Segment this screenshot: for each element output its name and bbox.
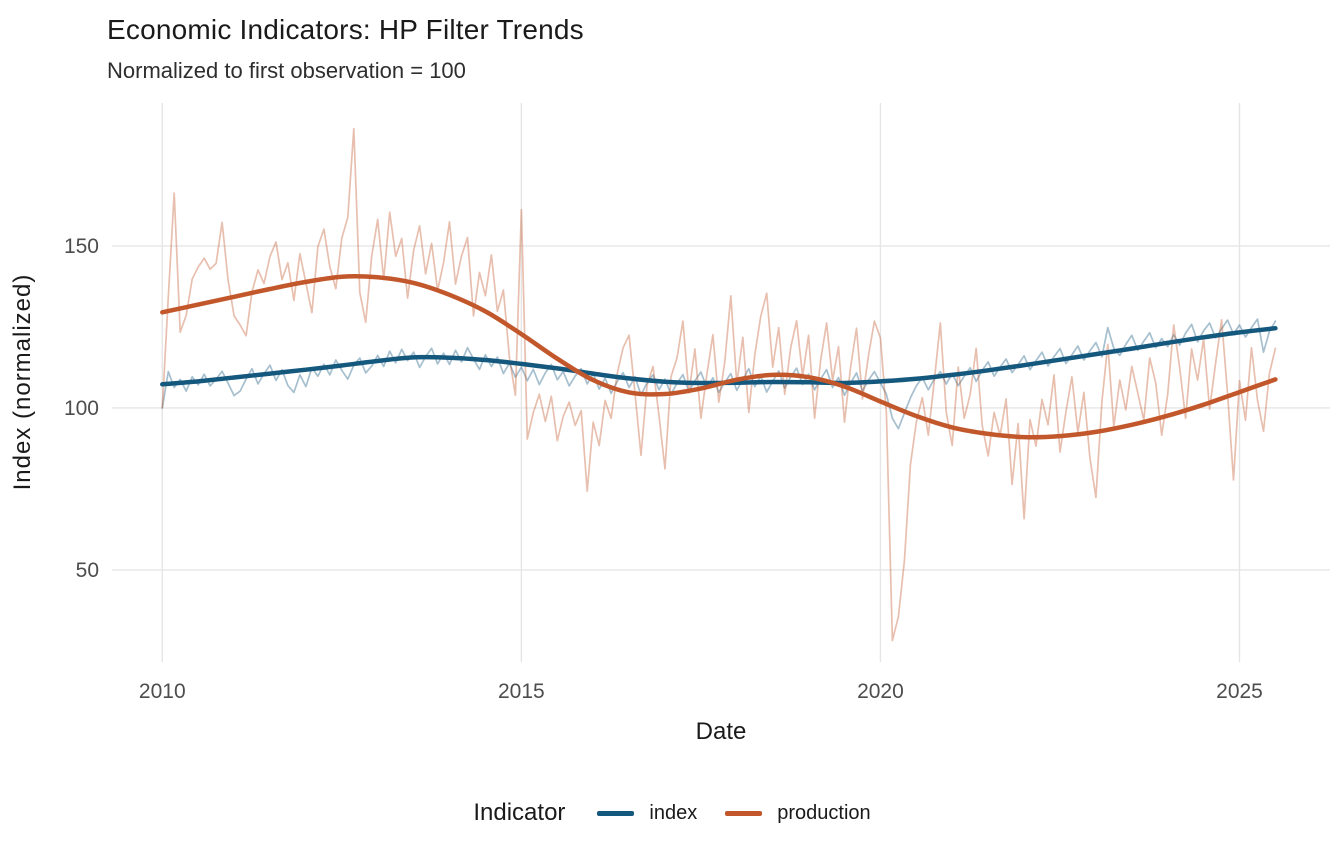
legend-label-production: production (777, 801, 871, 824)
x-tick-label-2025: 2025 (1216, 680, 1263, 703)
legend: Indicator index production (0, 794, 1344, 832)
series-lines (160, 127, 1278, 642)
production-raw-line (161, 127, 1277, 642)
y-tick-label-150: 150 (64, 235, 99, 258)
y-axis-title: Index (normalized) (9, 274, 36, 491)
index-raw-line (161, 318, 1277, 430)
legend-entry-production: production (725, 801, 871, 825)
axis-tick-labels: 2010 2015 2020 2025 50 100 150 (64, 235, 1263, 703)
legend-entry-index: index (597, 802, 697, 825)
x-tick-label-2015: 2015 (498, 680, 545, 703)
legend-label-index: index (649, 801, 698, 824)
chart-title: Economic Indicators: HP Filter Trends (107, 14, 584, 45)
index-line-swatch-icon (597, 810, 635, 816)
legend-title: Indicator (473, 799, 566, 826)
y-tick-label-100: 100 (64, 397, 99, 420)
x-tick-label-2020: 2020 (857, 680, 904, 703)
chart-subtitle: Normalized to first observation = 100 (107, 58, 466, 83)
production-hp-trend-line (160, 274, 1278, 440)
x-axis-title: Date (696, 718, 747, 745)
y-tick-label-50: 50 (76, 559, 99, 582)
production-line-swatch-icon (725, 810, 763, 816)
x-tick-label-2010: 2010 (139, 680, 186, 703)
